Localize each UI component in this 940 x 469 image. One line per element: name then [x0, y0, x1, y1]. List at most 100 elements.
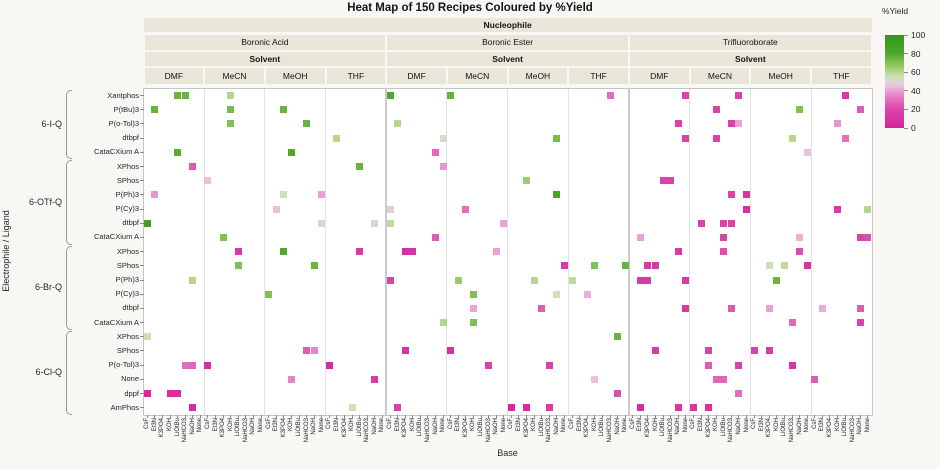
- heatmap-cell[interactable]: [280, 106, 288, 114]
- heatmap-cell[interactable]: [401, 347, 409, 355]
- heatmap-cell[interactable]: [705, 361, 713, 369]
- heatmap-cell[interactable]: [545, 404, 553, 412]
- heatmap-cell[interactable]: [386, 205, 394, 213]
- heatmap-cell[interactable]: [803, 148, 811, 156]
- heatmap-cell[interactable]: [432, 233, 440, 241]
- heatmap-cell[interactable]: [720, 248, 728, 256]
- heatmap-cell[interactable]: [803, 262, 811, 270]
- heatmap-cell[interactable]: [652, 262, 660, 270]
- heatmap-cell[interactable]: [856, 106, 864, 114]
- heatmap-cell[interactable]: [834, 120, 842, 128]
- heatmap-cell[interactable]: [644, 262, 652, 270]
- heatmap-cell[interactable]: [712, 134, 720, 142]
- heatmap-cell[interactable]: [204, 177, 212, 185]
- heatmap-cell[interactable]: [750, 347, 758, 355]
- heatmap-cell[interactable]: [743, 191, 751, 199]
- heatmap-cell[interactable]: [530, 276, 538, 284]
- heatmap-cell[interactable]: [856, 319, 864, 327]
- heatmap-cell[interactable]: [591, 375, 599, 383]
- heatmap-cell[interactable]: [765, 262, 773, 270]
- heatmap-cell[interactable]: [394, 120, 402, 128]
- heatmap-cell[interactable]: [720, 219, 728, 227]
- heatmap-cell[interactable]: [644, 276, 652, 284]
- heatmap-cell[interactable]: [333, 134, 341, 142]
- heatmap-cell[interactable]: [705, 347, 713, 355]
- heatmap-cell[interactable]: [667, 177, 675, 185]
- heatmap-cell[interactable]: [447, 347, 455, 355]
- heatmap-cell[interactable]: [485, 361, 493, 369]
- heatmap-cell[interactable]: [287, 148, 295, 156]
- heatmap-cell[interactable]: [773, 276, 781, 284]
- heatmap-cell[interactable]: [545, 361, 553, 369]
- heatmap-cell[interactable]: [765, 304, 773, 312]
- heatmap-cell[interactable]: [682, 134, 690, 142]
- heatmap-cell[interactable]: [318, 191, 326, 199]
- heatmap-cell[interactable]: [636, 404, 644, 412]
- heatmap-cell[interactable]: [189, 276, 197, 284]
- heatmap-cell[interactable]: [788, 319, 796, 327]
- heatmap-cell[interactable]: [439, 163, 447, 171]
- heatmap-cell[interactable]: [371, 375, 379, 383]
- heatmap-cell[interactable]: [606, 92, 614, 100]
- heatmap-cell[interactable]: [409, 248, 417, 256]
- heatmap-cell[interactable]: [507, 404, 515, 412]
- heatmap-cell[interactable]: [303, 347, 311, 355]
- heatmap-cell[interactable]: [864, 233, 872, 241]
- heatmap-cell[interactable]: [303, 120, 311, 128]
- heatmap-cell[interactable]: [682, 276, 690, 284]
- heatmap-cell[interactable]: [492, 248, 500, 256]
- heatmap-cell[interactable]: [439, 134, 447, 142]
- heatmap-cell[interactable]: [469, 304, 477, 312]
- heatmap-cell[interactable]: [310, 347, 318, 355]
- heatmap-cell[interactable]: [568, 276, 576, 284]
- heatmap-cell[interactable]: [401, 248, 409, 256]
- heatmap-cell[interactable]: [636, 276, 644, 284]
- heatmap-cell[interactable]: [735, 361, 743, 369]
- heatmap-cell[interactable]: [280, 248, 288, 256]
- heatmap-cell[interactable]: [674, 120, 682, 128]
- heatmap-cell[interactable]: [659, 177, 667, 185]
- heatmap-cell[interactable]: [818, 304, 826, 312]
- heatmap-cell[interactable]: [318, 219, 326, 227]
- heatmap-cell[interactable]: [856, 233, 864, 241]
- heatmap-cell[interactable]: [181, 361, 189, 369]
- heatmap-cell[interactable]: [174, 148, 182, 156]
- heatmap-cell[interactable]: [856, 304, 864, 312]
- heatmap-cell[interactable]: [614, 390, 622, 398]
- heatmap-cell[interactable]: [674, 404, 682, 412]
- heatmap-cell[interactable]: [371, 219, 379, 227]
- heatmap-cell[interactable]: [553, 191, 561, 199]
- heatmap-cell[interactable]: [841, 134, 849, 142]
- heatmap-cell[interactable]: [735, 390, 743, 398]
- heatmap-cell[interactable]: [560, 262, 568, 270]
- heatmap-cell[interactable]: [280, 191, 288, 199]
- heatmap-cell[interactable]: [500, 219, 508, 227]
- heatmap-cell[interactable]: [538, 304, 546, 312]
- heatmap-cell[interactable]: [834, 205, 842, 213]
- heatmap-cell[interactable]: [636, 233, 644, 241]
- heatmap-cell[interactable]: [583, 290, 591, 298]
- heatmap-cell[interactable]: [712, 375, 720, 383]
- heatmap-cell[interactable]: [727, 120, 735, 128]
- heatmap-cell[interactable]: [720, 233, 728, 241]
- heatmap-cell[interactable]: [151, 191, 159, 199]
- heatmap-cell[interactable]: [674, 248, 682, 256]
- heatmap-cell[interactable]: [469, 319, 477, 327]
- heatmap-cell[interactable]: [227, 92, 235, 100]
- heatmap-cell[interactable]: [454, 276, 462, 284]
- heatmap-cell[interactable]: [166, 390, 174, 398]
- heatmap-cell[interactable]: [841, 92, 849, 100]
- heatmap-cell[interactable]: [189, 404, 197, 412]
- heatmap-cell[interactable]: [553, 290, 561, 298]
- heatmap-cell[interactable]: [143, 219, 151, 227]
- heatmap-cell[interactable]: [189, 163, 197, 171]
- heatmap-cell[interactable]: [356, 163, 364, 171]
- heatmap-cell[interactable]: [523, 404, 531, 412]
- heatmap-cell[interactable]: [614, 333, 622, 341]
- heatmap-cell[interactable]: [788, 134, 796, 142]
- heatmap-cell[interactable]: [181, 92, 189, 100]
- heatmap-cell[interactable]: [227, 106, 235, 114]
- heatmap-cell[interactable]: [727, 191, 735, 199]
- heatmap-cell[interactable]: [796, 248, 804, 256]
- heatmap-cell[interactable]: [682, 92, 690, 100]
